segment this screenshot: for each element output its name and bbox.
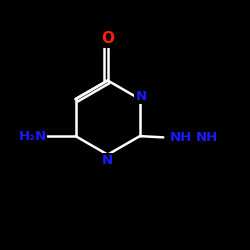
Text: N: N — [136, 90, 146, 102]
Text: H₂N: H₂N — [18, 130, 46, 142]
Text: O: O — [101, 32, 114, 46]
Text: NH: NH — [196, 131, 218, 144]
Text: N: N — [102, 154, 113, 166]
Text: NH: NH — [170, 131, 192, 144]
